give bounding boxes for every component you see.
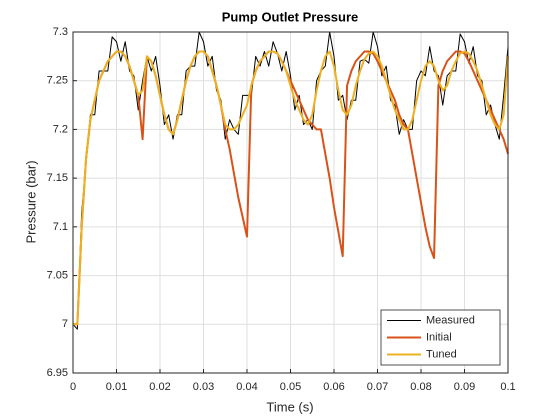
x-tick-label: 0.07: [367, 381, 388, 393]
series-line: [73, 50, 509, 326]
x-tick-label: 0.01: [106, 381, 127, 393]
x-tick-label: 0.06: [323, 381, 344, 393]
x-tick-label: 0.04: [236, 381, 257, 393]
y-tick-label: 7.05: [47, 269, 68, 281]
legend-label: Initial: [426, 331, 452, 343]
series-line: [73, 50, 509, 326]
x-tick-label: 0.1: [500, 381, 515, 393]
x-axis-label: Time (s): [266, 399, 313, 414]
y-tick-label: 6.95: [47, 367, 68, 379]
y-tick-label: 7.25: [47, 75, 68, 87]
y-tick-label: 7.3: [53, 26, 68, 38]
y-tick-label: 7: [62, 318, 68, 330]
y-tick-label: 7.1: [53, 221, 68, 233]
x-tick-label: 0: [70, 381, 76, 393]
x-tick-label: 0.02: [149, 381, 170, 393]
x-tick-label: 0.08: [410, 381, 431, 393]
legend-label: Tuned: [426, 348, 457, 360]
y-tick-label: 7.2: [53, 123, 68, 135]
axes-box: [72, 31, 509, 374]
x-tick-label: 0.05: [280, 381, 301, 393]
legend-label: Measured: [426, 314, 475, 326]
chart-title: Pump Outlet Pressure: [222, 9, 359, 24]
x-tick-label: 0.09: [454, 381, 475, 393]
x-tick-label: 0.03: [193, 381, 214, 393]
y-tick-label: 7.15: [47, 172, 68, 184]
y-axis-label: Pressure (bar): [23, 160, 38, 243]
